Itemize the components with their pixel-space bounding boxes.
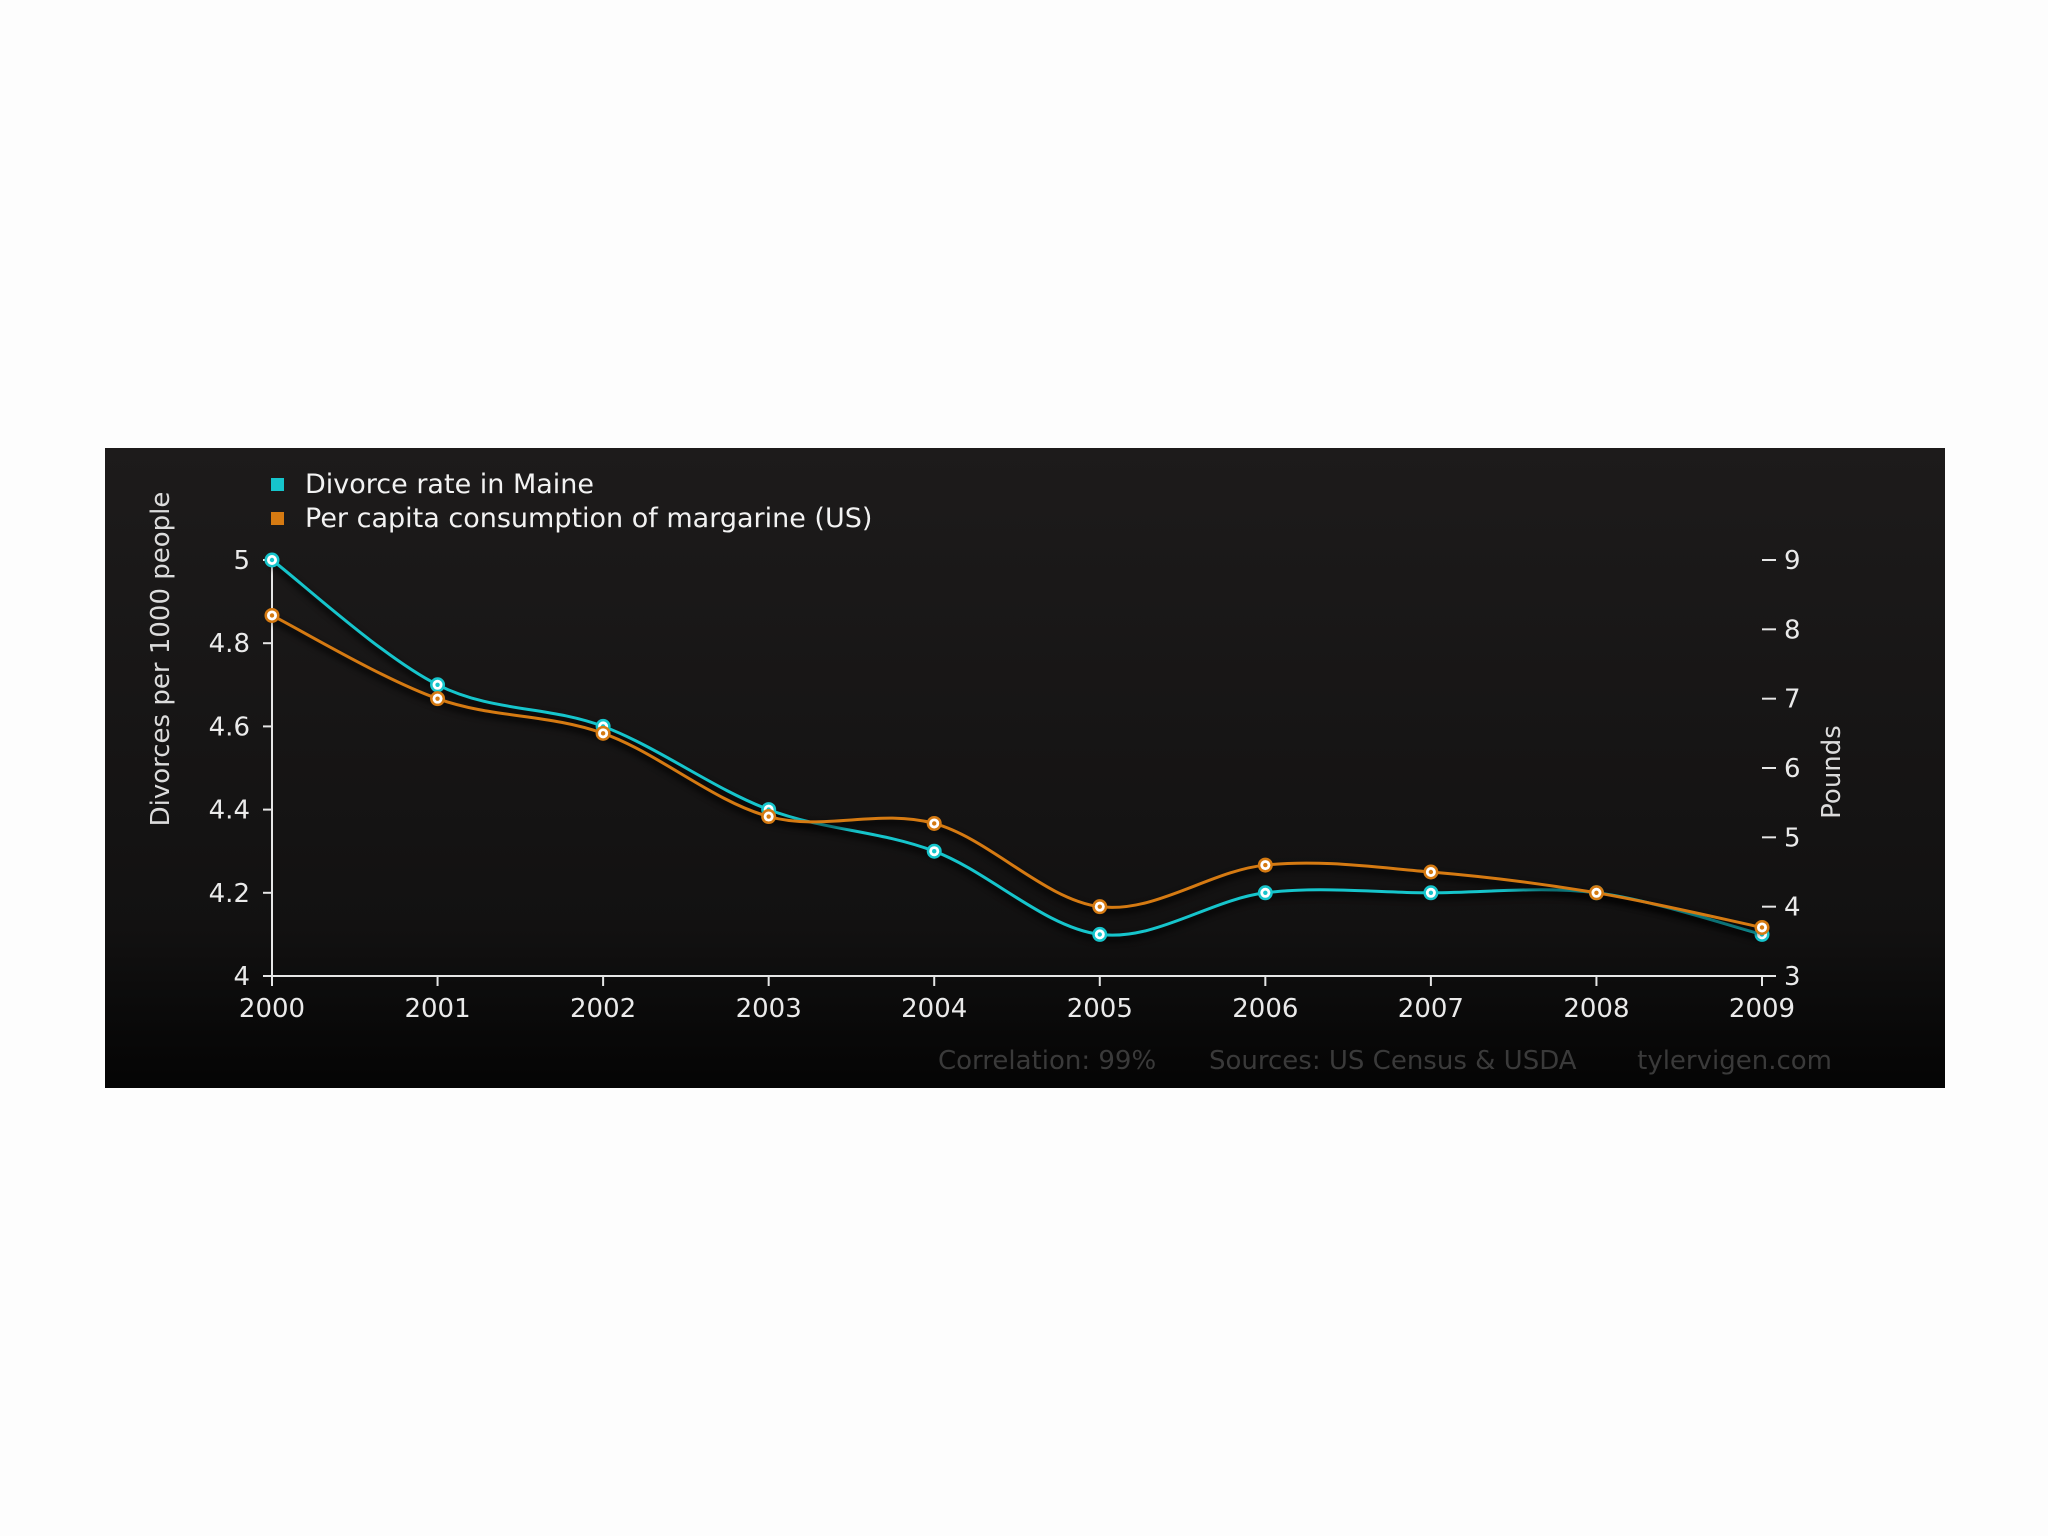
series-1-shadow — [269, 561, 1763, 943]
series-2-shadow — [270, 616, 1763, 935]
site-text: tylervigen.com — [1637, 1046, 1832, 1076]
x-tick-label: 2003 — [736, 994, 802, 1024]
x-tick-label: 2002 — [570, 994, 636, 1024]
y-tick-right-label: 5 — [1784, 823, 1801, 853]
legend-swatch-1 — [271, 478, 284, 491]
series-1-point — [264, 552, 280, 568]
legend-label-1: Divorce rate in Maine — [305, 469, 594, 500]
y-tick-left-label: 4.2 — [209, 879, 250, 909]
series-2-point — [926, 815, 942, 831]
legend-label-2: Per capita consumption of margarine (US) — [305, 503, 872, 534]
series-1-line — [271, 558, 1763, 937]
series-2-point — [1092, 899, 1108, 915]
series-layer — [264, 552, 1770, 943]
x-tick-label: 2001 — [404, 994, 470, 1024]
y-tick-left-label: 4.6 — [209, 712, 250, 742]
y-tick-left-label: 4 — [233, 962, 250, 992]
y-axis-title-right: Pounds — [1817, 725, 1847, 819]
y-tick-right-label: 6 — [1784, 754, 1801, 784]
series-2-line — [271, 614, 1763, 929]
y-tick-left-label: 4.4 — [209, 796, 250, 826]
series-2-point — [595, 725, 611, 741]
x-tick-label: 2009 — [1729, 994, 1795, 1024]
chart-panel: Divorce rate in Maine Per capita consumpt… — [105, 448, 1945, 1088]
correlation-text: Correlation: 99% — [938, 1046, 1156, 1076]
y-tick-right-label: 9 — [1784, 546, 1801, 576]
y-tick-right-label: 4 — [1784, 893, 1801, 923]
y-axis-title-left: Divorces per 1000 people — [146, 492, 176, 827]
series-1-point — [1423, 885, 1439, 901]
sources-text: Sources: US Census & USDA — [1209, 1046, 1577, 1076]
axes: 4 4.2 4.4 4.6 4.8 5 3 4 5 6 7 8 9 2000 2001 2002 2003 200… — [209, 546, 1801, 1024]
series-2-point — [1754, 919, 1770, 935]
y-tick-left-label: 5 — [233, 546, 250, 576]
y-tick-right-label: 7 — [1784, 685, 1801, 715]
legend-swatch-2 — [271, 512, 284, 525]
x-tick-label: 2000 — [239, 994, 305, 1024]
series-1-point — [1092, 926, 1108, 942]
series-2-point — [761, 809, 777, 825]
series-1-point — [1257, 885, 1273, 901]
series-1-point — [926, 843, 942, 859]
y-tick-right-label: 3 — [1784, 962, 1801, 992]
chart-background — [105, 448, 1945, 1088]
series-2-point — [1588, 885, 1604, 901]
y-tick-left-label: 4.8 — [209, 629, 250, 659]
x-tick-label: 2007 — [1398, 994, 1464, 1024]
series-1-point — [430, 677, 446, 693]
y-tick-right-label: 8 — [1784, 615, 1801, 645]
series-2-point — [1423, 864, 1439, 880]
x-tick-label: 2004 — [901, 994, 967, 1024]
x-tick-label: 2005 — [1067, 994, 1133, 1024]
series-2-point — [1257, 857, 1273, 873]
x-tick-label: 2008 — [1563, 994, 1629, 1024]
series-2-point — [264, 607, 280, 623]
series-2-point — [430, 691, 446, 707]
x-tick-label: 2006 — [1232, 994, 1298, 1024]
